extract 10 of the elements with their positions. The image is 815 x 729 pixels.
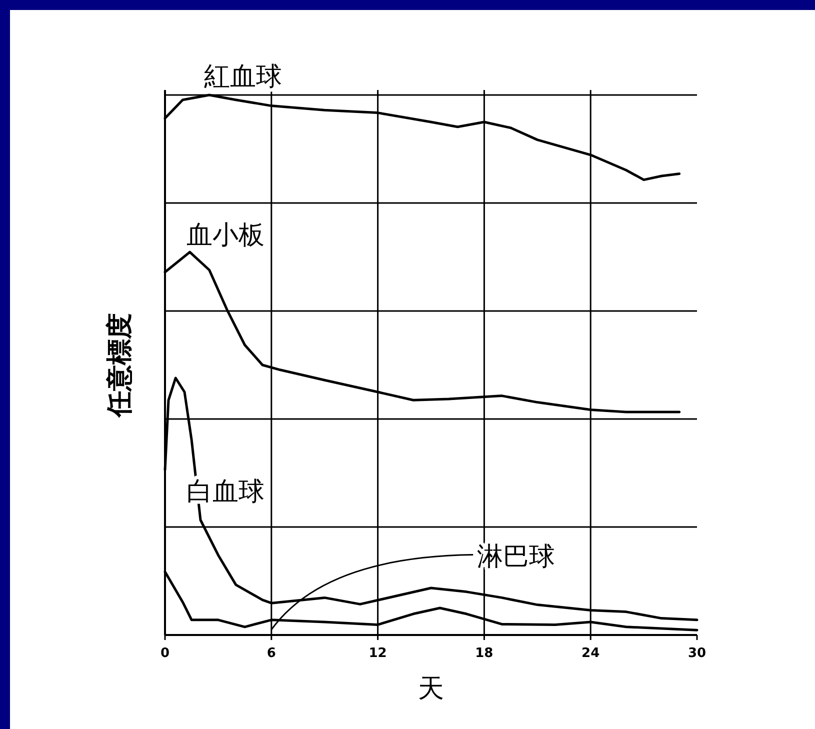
x-tick-label: 12 (368, 646, 387, 661)
x-tick-label: 30 (688, 646, 706, 661)
x-tick-label: 18 (475, 646, 494, 661)
y-axis-title: 任意標度 (105, 313, 135, 418)
series-label: 血小板 (186, 220, 264, 250)
x-tick-label: 6 (266, 646, 276, 661)
series-label: 紅血球 (204, 62, 282, 92)
x-tick-label: 24 (582, 646, 600, 661)
x-tick-label: 0 (160, 646, 170, 661)
x-axis-title: 天 (418, 674, 444, 704)
